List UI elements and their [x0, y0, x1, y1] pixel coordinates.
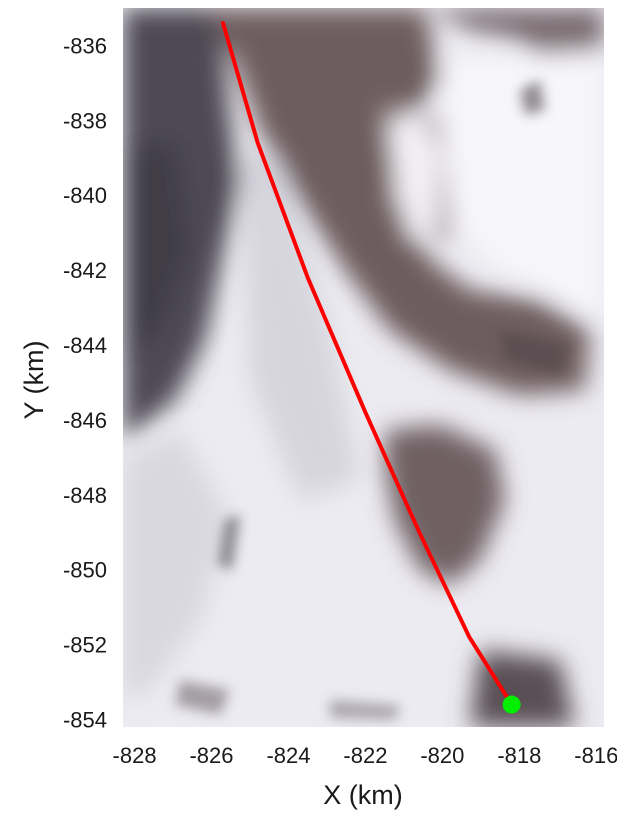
x-axis-ticks: -828 -826 -824 -822 -820 -818 -816	[113, 743, 617, 768]
x-tick-label: -828	[113, 743, 157, 768]
x-axis-label: X (km)	[323, 780, 402, 810]
x-tick-label: -818	[497, 743, 541, 768]
y-tick-label: -836	[63, 33, 107, 58]
x-tick-label: -820	[420, 743, 464, 768]
x-tick-label: -816	[574, 743, 617, 768]
y-tick-label: -852	[63, 633, 107, 658]
y-tick-label: -844	[63, 333, 107, 358]
y-tick-label: -848	[63, 483, 107, 508]
x-tick-label: -826	[189, 743, 233, 768]
y-tick-label: -838	[63, 108, 107, 133]
y-tick-label: -854	[63, 708, 107, 733]
y-axis-ticks: -836 -838 -840 -842 -844 -846 -848 -850 -852 -854	[63, 33, 107, 732]
y-tick-label: -850	[63, 558, 107, 583]
satellite-image-background	[123, 8, 604, 727]
series-line	[221, 21, 514, 707]
y-axis-label: Y (km)	[19, 341, 49, 420]
y-tick-label: -840	[63, 183, 107, 208]
y-tick-label: -842	[63, 258, 107, 283]
end-marker	[502, 695, 521, 714]
y-tick-label: -846	[63, 408, 107, 433]
x-tick-label: -824	[266, 743, 310, 768]
x-tick-label: -822	[343, 743, 387, 768]
